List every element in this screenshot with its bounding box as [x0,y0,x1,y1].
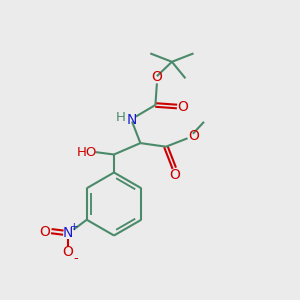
Text: O: O [40,225,50,239]
Text: O: O [169,168,180,182]
Text: H: H [116,111,125,124]
Text: O: O [178,100,188,113]
Text: -: - [74,252,79,265]
Text: +: + [70,222,79,232]
Text: N: N [127,113,137,127]
Text: O: O [188,129,199,143]
Text: O: O [151,70,162,84]
Text: O: O [63,245,74,259]
Text: HO: HO [77,146,97,159]
Text: N: N [63,226,73,240]
